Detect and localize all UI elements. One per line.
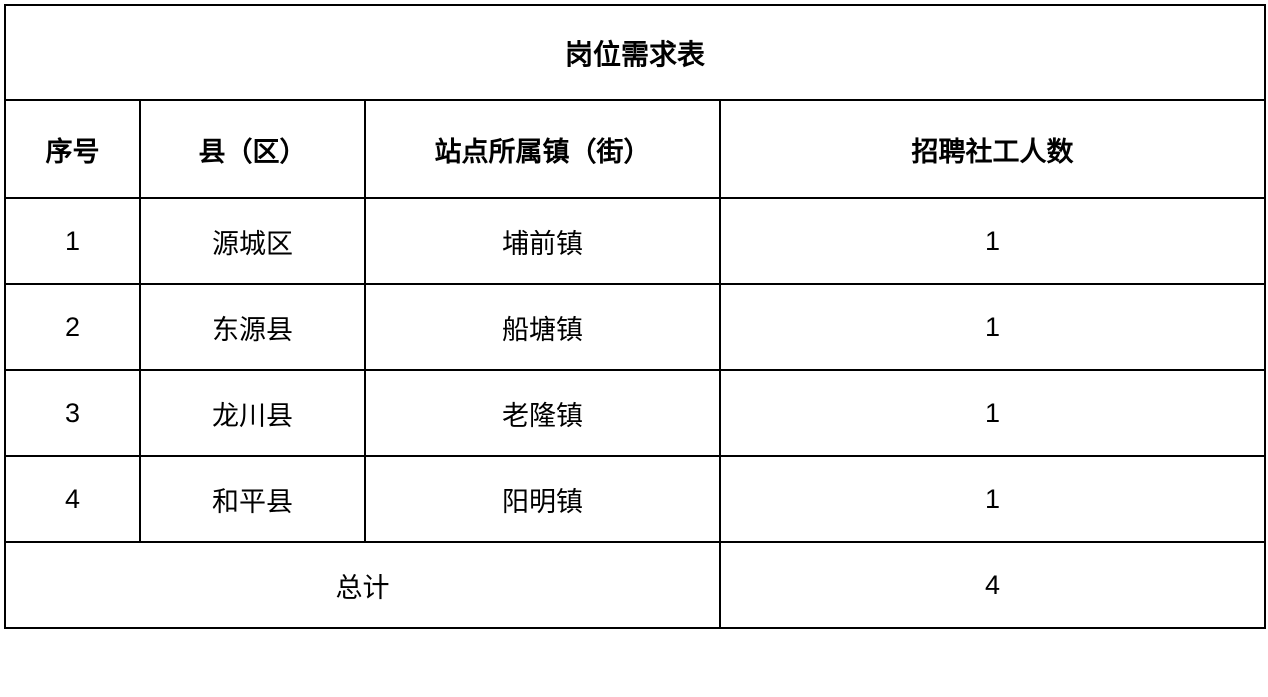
cell-count: 1: [720, 198, 1265, 284]
table-header-row: 序号 县（区） 站点所属镇（街） 招聘社工人数: [5, 100, 1265, 198]
cell-count: 1: [720, 456, 1265, 542]
cell-town: 阳明镇: [365, 456, 720, 542]
cell-seq: 3: [5, 370, 140, 456]
cell-town: 船塘镇: [365, 284, 720, 370]
cell-district: 源城区: [140, 198, 365, 284]
cell-district: 龙川县: [140, 370, 365, 456]
total-label: 总计: [5, 542, 720, 628]
table-total-row: 总计 4: [5, 542, 1265, 628]
table-row: 1 源城区 埔前镇 1: [5, 198, 1265, 284]
cell-seq: 1: [5, 198, 140, 284]
table-row: 4 和平县 阳明镇 1: [5, 456, 1265, 542]
cell-seq: 2: [5, 284, 140, 370]
header-district: 县（区）: [140, 100, 365, 198]
header-sequence: 序号: [5, 100, 140, 198]
header-town: 站点所属镇（街）: [365, 100, 720, 198]
header-count: 招聘社工人数: [720, 100, 1265, 198]
cell-count: 1: [720, 284, 1265, 370]
table-row: 2 东源县 船塘镇 1: [5, 284, 1265, 370]
cell-town: 埔前镇: [365, 198, 720, 284]
cell-count: 1: [720, 370, 1265, 456]
table-row: 3 龙川县 老隆镇 1: [5, 370, 1265, 456]
position-demand-table: 岗位需求表 序号 县（区） 站点所属镇（街） 招聘社工人数 1 源城区 埔前镇 …: [4, 4, 1266, 629]
table-title-row: 岗位需求表: [5, 5, 1265, 100]
cell-district: 东源县: [140, 284, 365, 370]
table-title: 岗位需求表: [5, 5, 1265, 100]
total-value: 4: [720, 542, 1265, 628]
cell-seq: 4: [5, 456, 140, 542]
cell-district: 和平县: [140, 456, 365, 542]
cell-town: 老隆镇: [365, 370, 720, 456]
